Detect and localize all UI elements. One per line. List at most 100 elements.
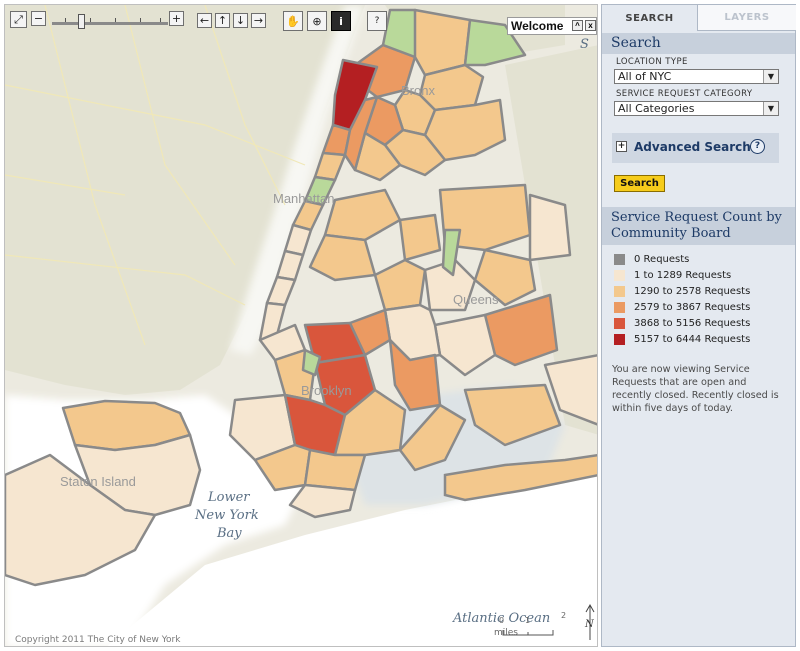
north-arrow xyxy=(585,603,595,640)
hand-icon: ✋ xyxy=(286,14,300,28)
arrow-right-icon: → xyxy=(253,14,264,27)
identify-tool-button[interactable]: i xyxy=(331,11,351,31)
location-type-select[interactable]: All of NYC ▼ xyxy=(614,69,779,84)
sound-label: S xyxy=(580,37,589,52)
expand-icon: + xyxy=(616,141,627,152)
pan-down-button[interactable]: ↓ xyxy=(233,13,248,28)
arrow-up-icon: ↑ xyxy=(217,14,228,27)
search-button[interactable]: Search xyxy=(614,175,665,192)
zoom-slider-thumb[interactable] xyxy=(77,14,85,29)
zoom-tick xyxy=(160,18,161,22)
north-label: N xyxy=(585,619,594,630)
legend-item: 5157 to 6444 Requests xyxy=(614,333,750,345)
scale-two: 2 xyxy=(561,611,567,620)
legend-label: 2579 to 3867 Requests xyxy=(634,301,751,313)
scale-zero: 0 xyxy=(499,616,505,625)
bay-label-3: Bay xyxy=(217,526,242,541)
category-label: SERVICE REQUEST CATEGORY xyxy=(616,89,753,99)
zoom-tick xyxy=(140,18,141,22)
legend-item: 2579 to 3867 Requests xyxy=(614,301,750,313)
help-icon[interactable]: ? xyxy=(750,139,765,154)
full-extent-icon: ⤢ xyxy=(14,12,23,26)
pan-right-button[interactable]: → xyxy=(251,13,266,28)
category-value: All Categories xyxy=(618,102,695,115)
chevron-up-icon: ^ xyxy=(575,21,580,30)
pan-tool-button[interactable]: ✋ xyxy=(283,11,303,31)
zoom-tick xyxy=(90,18,91,22)
location-type-value: All of NYC xyxy=(618,70,672,83)
pan-left-button[interactable]: ← xyxy=(197,13,212,28)
map-canvas[interactable] xyxy=(5,5,598,647)
search-heading: Search xyxy=(602,33,795,54)
advanced-search-toggle[interactable]: + Advanced Search ? xyxy=(612,133,779,163)
legend-swatch xyxy=(614,317,625,329)
location-type-label: LOCATION TYPE xyxy=(616,57,688,67)
si-south xyxy=(5,453,157,587)
welcome-close-button[interactable]: x xyxy=(585,20,596,31)
bay-label-2: New York xyxy=(195,508,259,523)
zoom-slider[interactable] xyxy=(52,22,168,25)
legend-swatch xyxy=(614,269,625,281)
chevron-down-icon[interactable]: ▼ xyxy=(763,70,778,83)
arrow-down-icon: ↓ xyxy=(235,14,246,27)
side-panel: SEARCH LAYERS Search LOCATION TYPE All o… xyxy=(601,4,796,647)
legend-item: 0 Requests xyxy=(614,253,689,265)
bronx xyxy=(353,8,527,182)
queens-label: Queens xyxy=(453,292,499,307)
legend-swatch xyxy=(614,253,625,265)
zoom-tick xyxy=(115,18,116,22)
info-icon: i xyxy=(339,14,343,28)
legend-heading-line1: Service Request Count by xyxy=(611,210,782,225)
legend-swatch xyxy=(614,333,625,345)
hudson-river xyxy=(230,5,365,355)
scale-bar xyxy=(502,630,554,636)
plus-icon: + xyxy=(171,12,182,25)
zoom-out-button[interactable]: − xyxy=(31,11,46,26)
legend-heading: Service Request Count by Community Board xyxy=(602,207,795,245)
ocean-label: Atlantic Ocean xyxy=(453,611,551,626)
legend-item: 1 to 1289 Requests xyxy=(614,269,731,281)
close-icon: x xyxy=(588,21,593,30)
ocean-water xyxy=(107,475,597,646)
bronx-label: Bronx xyxy=(401,83,435,98)
category-select[interactable]: All Categories ▼ xyxy=(614,101,779,116)
legend-label: 1290 to 2578 Requests xyxy=(634,285,751,297)
arrow-left-icon: ← xyxy=(199,14,210,27)
manhattan xyxy=(258,58,379,342)
info-note: You are now viewing Service Requests tha… xyxy=(612,364,779,414)
pan-up-button[interactable]: ↑ xyxy=(215,13,230,28)
legend-swatch xyxy=(614,301,625,313)
legend-item: 3868 to 5156 Requests xyxy=(614,317,750,329)
brooklyn xyxy=(228,308,467,519)
legend-item: 1290 to 2578 Requests xyxy=(614,285,750,297)
tab-layers[interactable]: LAYERS xyxy=(698,5,796,31)
tab-search[interactable]: SEARCH xyxy=(602,5,698,31)
bay-label-1: Lower xyxy=(208,490,250,505)
measure-tool-button[interactable]: ? xyxy=(367,11,387,31)
scale-unit: miles xyxy=(494,628,518,638)
zoom-tick xyxy=(65,18,66,22)
brooklyn-label: Brooklyn xyxy=(301,383,352,398)
legend-swatch xyxy=(614,285,625,297)
welcome-title: Welcome xyxy=(511,19,564,33)
welcome-minimize-button[interactable]: ^ xyxy=(572,20,583,31)
zoom-tool-button[interactable]: ⊕ xyxy=(307,11,327,31)
legend-label: 0 Requests xyxy=(634,253,690,265)
chevron-down-icon[interactable]: ▼ xyxy=(763,102,778,115)
staten-island xyxy=(5,399,202,587)
map-view[interactable]: Bronx Manhattan Queens Brooklyn Staten I… xyxy=(4,4,598,647)
zoom-in-button[interactable]: + xyxy=(169,11,184,26)
rockaway xyxy=(443,454,597,502)
legend-label: 5157 to 6444 Requests xyxy=(634,333,751,345)
full-extent-button[interactable]: ⤢ xyxy=(10,11,27,28)
legend-label: 1 to 1289 Requests xyxy=(634,269,732,281)
legend-heading-line2: Community Board xyxy=(611,226,731,241)
staten-island-label: Staten Island xyxy=(60,474,136,489)
copyright-text: Copyright 2011 The City of New York xyxy=(15,635,181,645)
welcome-window[interactable]: Welcome ^ x xyxy=(507,17,597,35)
magnifier-icon: ⊕ xyxy=(312,14,322,28)
advanced-search-label: Advanced Search xyxy=(634,140,751,154)
scale-one: 1 xyxy=(525,616,531,625)
manhattan-label: Manhattan xyxy=(273,191,335,206)
legend-label: 3868 to 5156 Requests xyxy=(634,317,751,329)
